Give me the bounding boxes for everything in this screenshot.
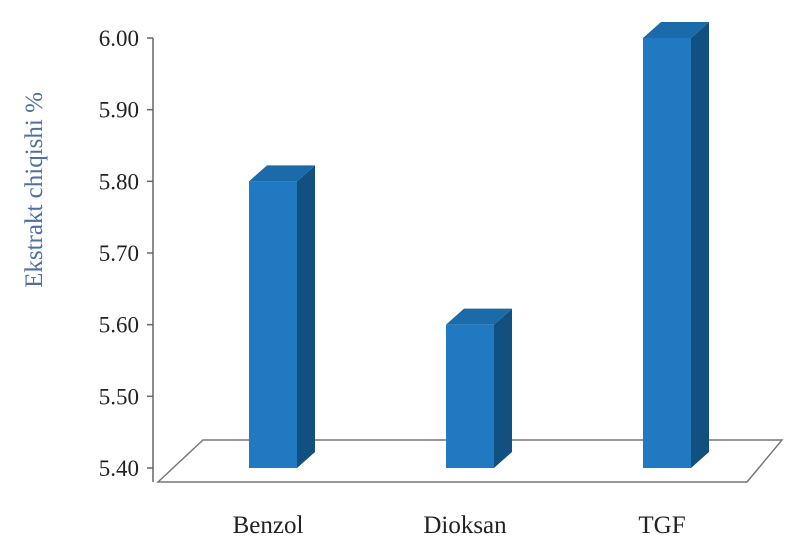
y-tick-label: 5.80 (99, 169, 139, 194)
bar-side (494, 308, 512, 468)
chart-floor (156, 439, 784, 483)
bar-side (297, 165, 315, 469)
y-axis: 5.40 5.50 5.60 5.70 5.80 5.90 6.00 (99, 26, 154, 482)
bar-top (446, 308, 512, 325)
y-tick-label: 5.40 (99, 456, 139, 481)
x-axis-labels: Benzol Dioksan TGF (233, 512, 686, 539)
bar-front (446, 324, 494, 468)
bar-front (643, 38, 691, 468)
y-axis-title: Ekstrakt chiqishi % (21, 92, 48, 288)
bar-front (249, 181, 297, 469)
x-category-label: Dioksan (423, 512, 507, 539)
y-tick-label: 6.00 (99, 26, 139, 51)
y-tick-label: 5.70 (99, 241, 139, 266)
y-tick-label: 5.60 (99, 313, 139, 338)
chart-floor-plane (156, 439, 784, 483)
bar-top (249, 165, 315, 182)
bar (249, 165, 315, 469)
x-category-label: TGF (638, 512, 685, 539)
bar (643, 22, 709, 468)
bar-top (643, 22, 709, 38)
x-category-label: Benzol (233, 512, 304, 539)
bar-side (691, 22, 709, 468)
y-tick-label: 5.50 (99, 384, 139, 409)
y-tick-label: 5.90 (99, 98, 139, 123)
bars (249, 22, 709, 469)
bar (446, 308, 512, 468)
